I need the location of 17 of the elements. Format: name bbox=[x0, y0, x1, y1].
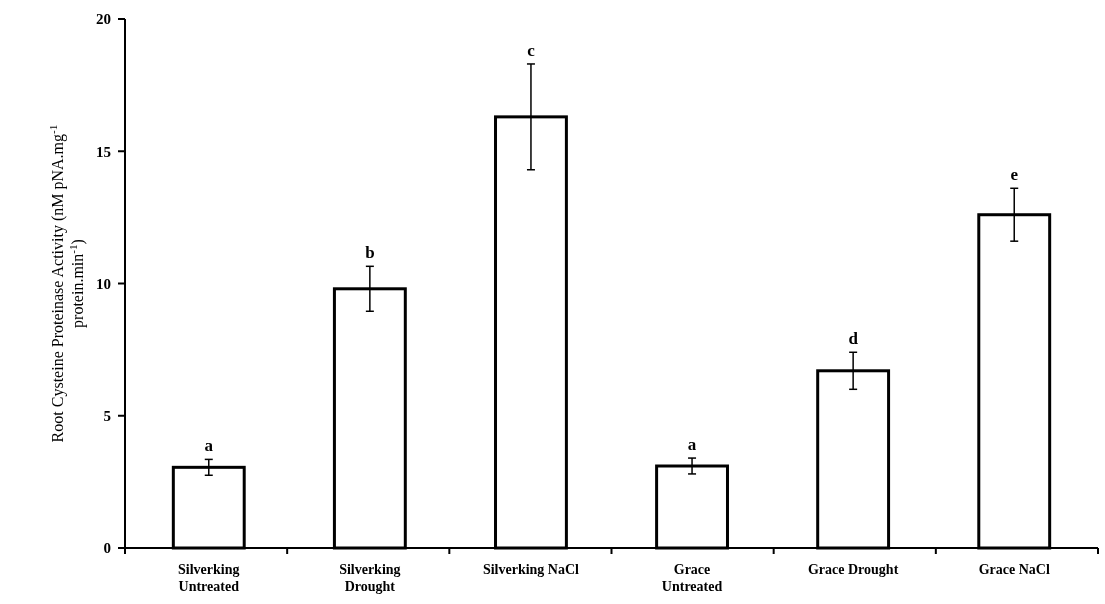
annotation: b bbox=[365, 243, 375, 263]
y-tick-label: 15 bbox=[96, 143, 111, 160]
annotation: e bbox=[1010, 165, 1019, 185]
x-tick-label: Silverking NaCl bbox=[482, 562, 580, 577]
x-tick-label: Grace Drought bbox=[807, 562, 899, 577]
y-tick-label: 0 bbox=[103, 540, 111, 557]
annotation: a bbox=[204, 436, 214, 456]
x-tick-label: Grace NaCl bbox=[978, 562, 1050, 577]
annotation: a bbox=[687, 435, 697, 455]
x-tick-label: Grace Untreated bbox=[661, 562, 723, 594]
y-tick-label: 5 bbox=[103, 408, 111, 424]
y-tick-label: 20 bbox=[96, 11, 111, 28]
x-tick-label: Silverking Drought bbox=[339, 562, 401, 594]
y-tick-label: 10 bbox=[96, 275, 111, 292]
x-tick-label: Silverking Untreated bbox=[178, 562, 240, 594]
annotation: c bbox=[527, 40, 536, 60]
annotation: d bbox=[848, 329, 859, 349]
